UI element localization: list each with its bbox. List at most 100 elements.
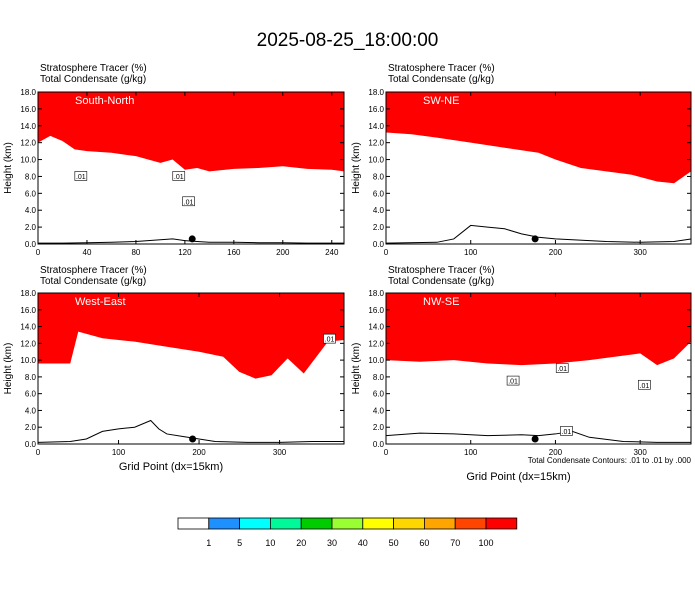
contour-label-box	[560, 426, 573, 436]
panel-header-line: Total Condensate (g/kg)	[388, 74, 494, 85]
contour-label-box	[506, 375, 520, 386]
y-tick-label: 16.0	[368, 105, 384, 114]
y-axis-title: Height (km)	[3, 142, 14, 194]
tracer-core	[386, 293, 691, 349]
x-tick-label: 300	[633, 248, 647, 257]
panel-nw-se: Stratosphere Tracer (%)Total Condensate …	[351, 265, 692, 483]
x-tick-label: 200	[549, 448, 563, 457]
x-tick-label: 0	[384, 448, 389, 457]
y-axis-title: Height (km)	[351, 142, 362, 194]
x-axis-title: Grid Point (dx=15km)	[119, 461, 223, 473]
y-tick-label: 14.0	[368, 323, 384, 332]
y-tick-label: 18.0	[20, 88, 36, 97]
plot-frame	[37, 292, 345, 445]
terrain-line	[386, 224, 691, 244]
tracer-core	[38, 293, 344, 362]
plot-frame	[37, 91, 345, 245]
colorbar-label: 100	[478, 538, 493, 548]
panel-header-line: Stratosphere Tracer (%)	[40, 265, 147, 276]
y-tick-label: 4.0	[25, 206, 37, 215]
colorbar-swatch	[331, 517, 364, 530]
y-tick-label: 4.0	[373, 206, 385, 215]
contour-label: .01	[640, 383, 650, 390]
contour-label: .01	[508, 379, 518, 386]
y-tick-label: 6.0	[25, 189, 37, 198]
x-tick-label: 200	[192, 448, 206, 457]
panel-label: NW-SE	[423, 296, 459, 308]
y-tick-label: 2.0	[373, 423, 385, 432]
x-tick-label: 240	[325, 248, 339, 257]
panel-label: SW-NE	[423, 95, 459, 107]
location-marker	[188, 235, 196, 243]
colorbar-swatch	[485, 517, 518, 530]
x-tick-label: 0	[36, 248, 41, 257]
colorbar-label: 70	[450, 538, 460, 548]
y-axis-title: Height (km)	[351, 343, 362, 395]
x-tick-label: 40	[83, 248, 92, 257]
panel-south-north: Stratosphere Tracer (%)Total Condensate …	[3, 63, 345, 257]
y-tick-label: 10.0	[20, 156, 36, 165]
colorbar-swatch	[239, 517, 271, 530]
colorbar-label: 40	[358, 538, 368, 548]
x-axis-title: Grid Point (dx=15km)	[466, 471, 570, 483]
plot-area	[386, 92, 691, 244]
x-tick-label: 120	[178, 248, 192, 257]
y-tick-label: 6.0	[373, 189, 385, 198]
colorbar-label: 60	[419, 538, 429, 548]
location-marker	[531, 235, 539, 243]
y-tick-label: 18.0	[368, 88, 384, 97]
y-tick-label: 18.0	[20, 289, 36, 298]
contour-label-box	[638, 379, 651, 390]
contour-label-box	[172, 171, 186, 181]
colorbar-label: 1	[206, 538, 211, 548]
colorbar-label: 10	[265, 538, 275, 548]
colorbar-swatch	[208, 517, 241, 530]
x-tick-label: 80	[131, 248, 140, 257]
y-tick-label: 12.0	[368, 339, 384, 348]
plot-frame	[385, 292, 692, 445]
contour-label: .01	[174, 174, 184, 181]
contour-label: .01	[562, 429, 572, 436]
x-tick-label: 0	[384, 248, 389, 257]
y-tick-label: 2.0	[373, 223, 385, 232]
panel-west-east: Stratosphere Tracer (%)Total Condensate …	[3, 265, 345, 473]
tracer-core	[38, 92, 344, 155]
y-tick-label: 0.0	[373, 240, 385, 249]
y-tick-label: 6.0	[373, 390, 385, 399]
y-tick-label: 10.0	[368, 356, 384, 365]
tracer-core	[386, 92, 691, 167]
contour-label-box	[555, 363, 569, 373]
colorbar-label: 30	[327, 538, 337, 548]
plot-area: .01 .01 .01	[38, 92, 344, 244]
panel-header-line: Total Condensate (g/kg)	[40, 74, 146, 85]
location-marker	[189, 435, 197, 443]
plot-frame	[385, 91, 692, 245]
y-tick-label: 12.0	[20, 339, 36, 348]
contour-note: Total Condensate Contours: .01 to .01 by…	[527, 456, 691, 465]
y-tick-label: 0.0	[373, 440, 385, 449]
y-tick-label: 10.0	[368, 156, 384, 165]
panel-label: West-East	[75, 296, 126, 308]
terrain-line	[386, 430, 691, 443]
panel-sw-ne: Stratosphere Tracer (%)Total Condensate …	[351, 63, 692, 257]
y-tick-label: 14.0	[20, 323, 36, 332]
contour-label: .01	[76, 174, 86, 181]
colorbar-swatch	[177, 517, 210, 530]
colorbar-swatch	[362, 517, 394, 530]
terrain-line	[38, 419, 344, 443]
x-tick-label: 100	[112, 448, 126, 457]
y-tick-label: 4.0	[25, 406, 37, 415]
x-tick-label: 200	[276, 248, 290, 257]
colorbar-label: 50	[389, 538, 399, 548]
contour-label: .01	[557, 366, 567, 373]
y-tick-label: 6.0	[25, 390, 37, 399]
y-tick-label: 0.0	[25, 440, 37, 449]
y-tick-label: 18.0	[368, 289, 384, 298]
y-tick-label: 16.0	[20, 105, 36, 114]
page-title: 2025-08-25_18:00:00	[256, 30, 439, 51]
contour-label: .01	[184, 199, 194, 206]
panel-label: South-North	[75, 95, 134, 107]
x-tick-label: 100	[464, 448, 478, 457]
y-tick-label: 8.0	[25, 172, 37, 181]
colorbar-swatch	[393, 517, 425, 530]
